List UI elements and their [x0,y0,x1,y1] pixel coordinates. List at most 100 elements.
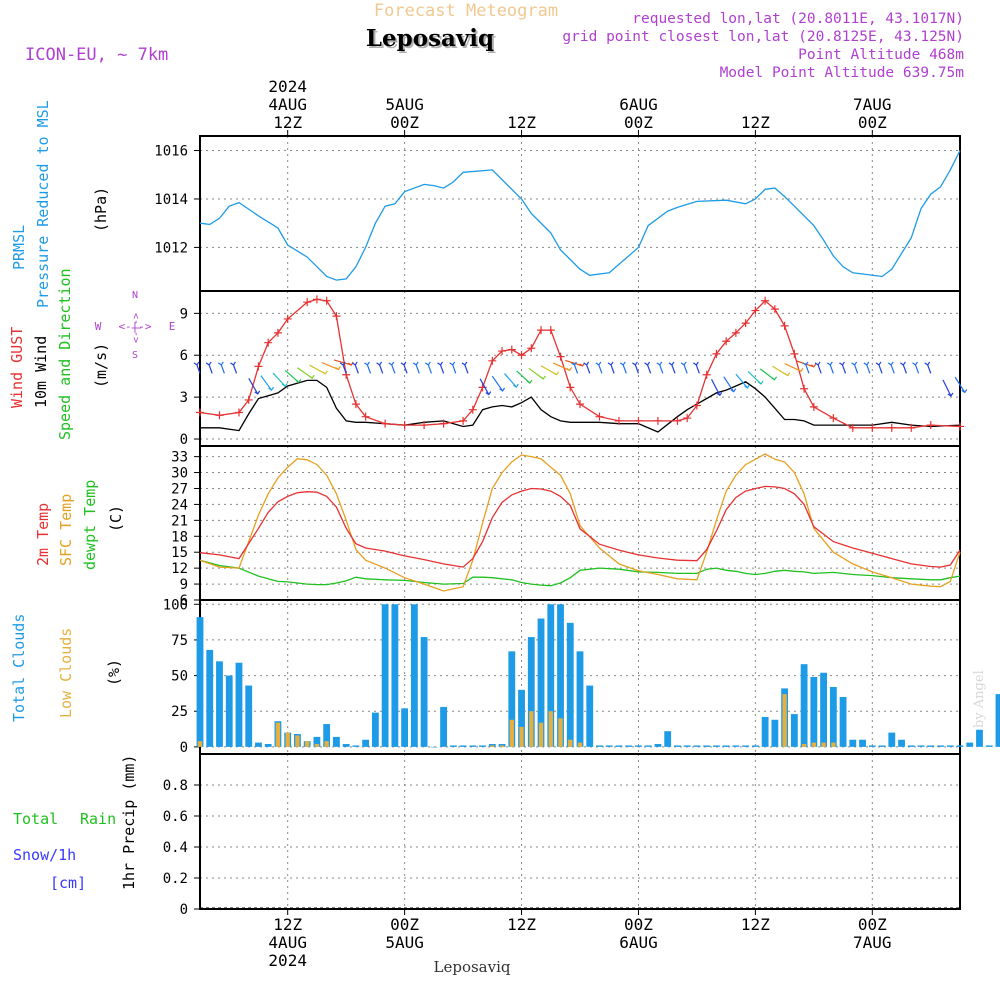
y-tick-label: 0 [180,432,188,448]
time-label-top: 7AUG [853,95,892,114]
low-cloud-bar [305,741,310,747]
gust-marker [731,328,740,337]
panel-precip: 0 0.2 0.4 0.6 0.8 [163,753,961,918]
time-label-top: 12Z [273,113,302,132]
y-tick-label: 0.6 [163,809,188,825]
2m-temp-line [199,485,961,568]
wind-arrow-head [400,361,407,366]
total-cloud-bar [469,745,477,747]
gust-marker [498,347,507,356]
label-10m-wind: 10m Wind [32,336,50,408]
gust-marker [702,370,711,379]
wind-arrow-head [376,361,383,366]
wind-arrow-head [335,366,341,371]
wind-arrow-head [961,389,968,394]
wind-arrow [854,364,859,374]
wind-arrow-head [924,361,931,366]
total-cloud-bar [576,651,584,747]
time-label-bottom: 12Z [507,915,536,934]
label-sfc-temp: SFC Temp [57,494,75,566]
wind-arrow [354,364,359,374]
label-pressure-msl: Pressure Reduced to MSL [34,100,52,308]
label-hpa: (hPa) [92,187,110,232]
wind-arrow [659,364,664,374]
wind-arrow-head [526,379,533,384]
chart-panels: 1012101410160369691215182124273033025507… [154,130,1000,918]
gust-marker [692,401,701,410]
y-tick-label: 0.2 [163,871,188,887]
wind-arrow [208,364,213,374]
wind-arrow [366,364,372,374]
wind-arrow [890,364,895,374]
total-cloud-bar [596,745,603,747]
wind-arrow [878,364,883,374]
model-altitude: Model Point Altitude 639.75m [720,65,965,81]
credit-watermark: by Angel [972,670,987,728]
gust-marker [537,326,546,335]
gust-marker [264,338,273,347]
gust-marker [848,423,857,432]
total-cloud-bar [751,745,759,747]
total-cloud-bar [713,745,720,747]
total-cloud-bar [449,745,457,747]
total-cloud-bar [790,714,798,747]
total-cloud-bar [849,739,857,747]
wind-arrow [232,364,238,374]
wind-arrow [829,364,834,374]
wind-arrow [942,379,952,397]
wind-arrow-head [757,380,764,385]
wind-arrow-head [281,382,288,388]
low-cloud-bar [314,744,320,747]
gust-marker [303,298,312,307]
gust-marker [595,412,604,421]
time-label-bottom: 5AUG [385,933,424,952]
y-tick-label: 0.8 [163,778,188,794]
low-cloud-bar [324,741,329,747]
total-cloud-bar [537,618,545,747]
point-altitude: Point Altitude 468m [798,47,964,63]
gust-marker [926,421,935,430]
gust-marker [517,351,526,360]
time-label-top: 12Z [507,113,536,132]
total-cloud-bar [927,745,935,747]
gust-marker [556,352,565,361]
total-cloud-bar [323,724,331,747]
total-cloud-bar [225,675,233,747]
total-cloud-bar [264,744,272,747]
wind-arrow-head [619,361,626,366]
wind-arrow [464,364,469,374]
gust-marker [439,419,448,428]
total-cloud-bar [371,712,379,747]
y-tick-label: 9 [180,577,188,593]
wind-arrow [841,364,847,374]
wind-arrow-head [268,386,275,392]
wind-arrow [695,364,700,374]
total-cloud-bar [459,745,467,747]
total-cloud-bar [615,745,623,747]
time-label-top: 6AUG [619,95,658,114]
low-cloud-bar [519,726,524,747]
time-label-bottom: 00Z [624,915,653,934]
total-cloud-bar [586,685,594,747]
wind-arrow [805,364,810,374]
wind-arrow-head [571,361,577,366]
wind-arrow [622,364,627,374]
time-label-bottom: 7AUG [853,933,892,952]
sfc-temp-line [199,453,961,592]
y-tick-label: 6 [180,593,188,609]
time-label-bottom: 12Z [273,915,302,934]
y-tick-label: 1012 [154,240,188,256]
gust-marker [751,306,760,315]
low-cloud-bar [490,745,495,747]
total-cloud-bar [566,622,574,747]
wind-arrow-head [437,361,444,366]
total-cloud-bar [333,736,340,747]
time-label-top: 12Z [741,113,770,132]
low-cloud-bar [548,711,553,747]
y-tick-label: 6 [180,348,188,364]
gust-marker [332,312,341,321]
gust-marker [361,412,370,421]
wind-arrow-head [810,363,817,368]
wind-arrow [452,364,457,374]
